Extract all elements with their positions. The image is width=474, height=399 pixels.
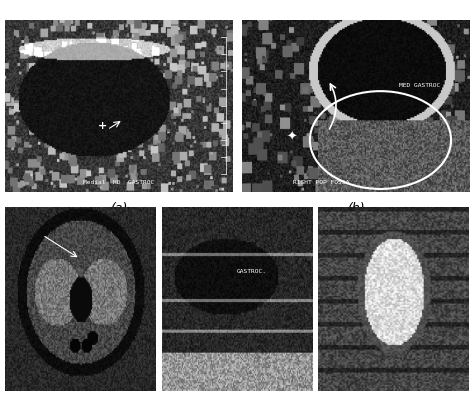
Text: Medial  HD  GASTROC: Medial HD GASTROC (83, 180, 154, 185)
Text: (a): (a) (110, 202, 128, 215)
Text: GASTROC.: GASTROC. (237, 269, 267, 274)
Text: ✦: ✦ (286, 130, 297, 143)
Text: +: + (98, 121, 107, 131)
Text: (b): (b) (346, 202, 364, 215)
Text: RIGHT POP FOSSA: RIGHT POP FOSSA (293, 180, 349, 185)
Text: MED GASTROC: MED GASTROC (399, 83, 440, 88)
